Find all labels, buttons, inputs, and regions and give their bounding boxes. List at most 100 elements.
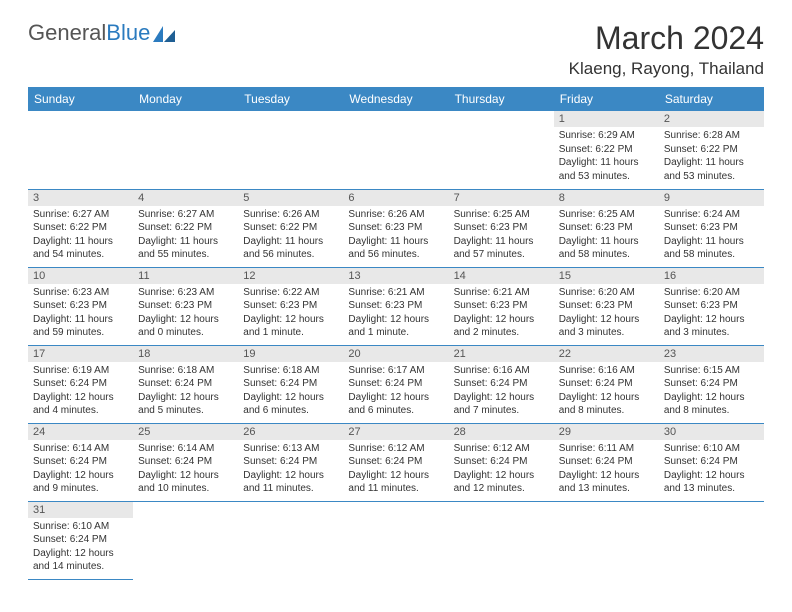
title-block: March 2024 Klaeng, Rayong, Thailand <box>569 20 764 79</box>
day-number: 3 <box>28 190 133 206</box>
day-number: 16 <box>659 268 764 284</box>
weekday-header: Monday <box>133 87 238 111</box>
calendar-cell: 19Sunrise: 6:18 AMSunset: 6:24 PMDayligh… <box>238 345 343 423</box>
weekday-header: Thursday <box>449 87 554 111</box>
calendar-cell-empty <box>449 111 554 189</box>
day-number: 12 <box>238 268 343 284</box>
day-info: Sunrise: 6:13 AMSunset: 6:24 PMDaylight:… <box>238 440 343 500</box>
day-number: 21 <box>449 346 554 362</box>
weekday-header: Wednesday <box>343 87 448 111</box>
calendar-cell: 29Sunrise: 6:11 AMSunset: 6:24 PMDayligh… <box>554 423 659 501</box>
calendar-cell: 17Sunrise: 6:19 AMSunset: 6:24 PMDayligh… <box>28 345 133 423</box>
day-number: 15 <box>554 268 659 284</box>
day-info: Sunrise: 6:15 AMSunset: 6:24 PMDaylight:… <box>659 362 764 422</box>
month-title: March 2024 <box>569 20 764 57</box>
calendar-cell: 31Sunrise: 6:10 AMSunset: 6:24 PMDayligh… <box>28 501 133 579</box>
day-info: Sunrise: 6:20 AMSunset: 6:23 PMDaylight:… <box>659 284 764 344</box>
calendar-cell-empty <box>449 501 554 579</box>
logo-text-1: General <box>28 20 106 46</box>
day-info: Sunrise: 6:25 AMSunset: 6:23 PMDaylight:… <box>449 206 554 266</box>
calendar-cell: 24Sunrise: 6:14 AMSunset: 6:24 PMDayligh… <box>28 423 133 501</box>
day-number: 18 <box>133 346 238 362</box>
day-number: 5 <box>238 190 343 206</box>
day-number: 6 <box>343 190 448 206</box>
day-number: 30 <box>659 424 764 440</box>
day-info: Sunrise: 6:14 AMSunset: 6:24 PMDaylight:… <box>28 440 133 500</box>
day-number: 27 <box>343 424 448 440</box>
calendar-cell: 30Sunrise: 6:10 AMSunset: 6:24 PMDayligh… <box>659 423 764 501</box>
day-info: Sunrise: 6:26 AMSunset: 6:23 PMDaylight:… <box>343 206 448 266</box>
day-info: Sunrise: 6:28 AMSunset: 6:22 PMDaylight:… <box>659 127 764 187</box>
day-info: Sunrise: 6:21 AMSunset: 6:23 PMDaylight:… <box>343 284 448 344</box>
calendar-cell-empty <box>554 501 659 579</box>
calendar-cell: 9Sunrise: 6:24 AMSunset: 6:23 PMDaylight… <box>659 189 764 267</box>
day-info: Sunrise: 6:16 AMSunset: 6:24 PMDaylight:… <box>554 362 659 422</box>
day-info: Sunrise: 6:16 AMSunset: 6:24 PMDaylight:… <box>449 362 554 422</box>
calendar-cell: 11Sunrise: 6:23 AMSunset: 6:23 PMDayligh… <box>133 267 238 345</box>
calendar-cell-empty <box>343 111 448 189</box>
calendar-cell: 8Sunrise: 6:25 AMSunset: 6:23 PMDaylight… <box>554 189 659 267</box>
calendar-cell: 15Sunrise: 6:20 AMSunset: 6:23 PMDayligh… <box>554 267 659 345</box>
logo-sail-icon <box>153 26 175 42</box>
day-info: Sunrise: 6:26 AMSunset: 6:22 PMDaylight:… <box>238 206 343 266</box>
calendar-cell: 2Sunrise: 6:28 AMSunset: 6:22 PMDaylight… <box>659 111 764 189</box>
calendar-table: SundayMondayTuesdayWednesdayThursdayFrid… <box>28 87 764 580</box>
day-number: 8 <box>554 190 659 206</box>
calendar-cell: 12Sunrise: 6:22 AMSunset: 6:23 PMDayligh… <box>238 267 343 345</box>
day-info: Sunrise: 6:10 AMSunset: 6:24 PMDaylight:… <box>659 440 764 500</box>
calendar-cell: 7Sunrise: 6:25 AMSunset: 6:23 PMDaylight… <box>449 189 554 267</box>
day-info: Sunrise: 6:19 AMSunset: 6:24 PMDaylight:… <box>28 362 133 422</box>
day-number: 31 <box>28 502 133 518</box>
day-info: Sunrise: 6:21 AMSunset: 6:23 PMDaylight:… <box>449 284 554 344</box>
calendar-cell: 20Sunrise: 6:17 AMSunset: 6:24 PMDayligh… <box>343 345 448 423</box>
day-info: Sunrise: 6:20 AMSunset: 6:23 PMDaylight:… <box>554 284 659 344</box>
day-number: 11 <box>133 268 238 284</box>
day-info: Sunrise: 6:27 AMSunset: 6:22 PMDaylight:… <box>133 206 238 266</box>
day-info: Sunrise: 6:23 AMSunset: 6:23 PMDaylight:… <box>133 284 238 344</box>
calendar-cell: 10Sunrise: 6:23 AMSunset: 6:23 PMDayligh… <box>28 267 133 345</box>
calendar-cell-empty <box>133 111 238 189</box>
calendar-cell-empty <box>659 501 764 579</box>
calendar-cell-empty <box>238 501 343 579</box>
day-info: Sunrise: 6:22 AMSunset: 6:23 PMDaylight:… <box>238 284 343 344</box>
day-info: Sunrise: 6:24 AMSunset: 6:23 PMDaylight:… <box>659 206 764 266</box>
logo-text-2: Blue <box>106 20 150 46</box>
day-info: Sunrise: 6:11 AMSunset: 6:24 PMDaylight:… <box>554 440 659 500</box>
calendar-cell: 25Sunrise: 6:14 AMSunset: 6:24 PMDayligh… <box>133 423 238 501</box>
calendar-cell: 3Sunrise: 6:27 AMSunset: 6:22 PMDaylight… <box>28 189 133 267</box>
calendar-cell-empty <box>28 111 133 189</box>
weekday-header: Saturday <box>659 87 764 111</box>
calendar-cell: 27Sunrise: 6:12 AMSunset: 6:24 PMDayligh… <box>343 423 448 501</box>
day-number: 28 <box>449 424 554 440</box>
calendar-cell-empty <box>133 501 238 579</box>
day-number: 13 <box>343 268 448 284</box>
day-number: 29 <box>554 424 659 440</box>
day-number: 4 <box>133 190 238 206</box>
calendar-cell: 16Sunrise: 6:20 AMSunset: 6:23 PMDayligh… <box>659 267 764 345</box>
calendar-head: SundayMondayTuesdayWednesdayThursdayFrid… <box>28 87 764 111</box>
day-number: 9 <box>659 190 764 206</box>
day-info: Sunrise: 6:29 AMSunset: 6:22 PMDaylight:… <box>554 127 659 187</box>
calendar-cell: 1Sunrise: 6:29 AMSunset: 6:22 PMDaylight… <box>554 111 659 189</box>
header: GeneralBlue March 2024 Klaeng, Rayong, T… <box>28 20 764 79</box>
day-number: 17 <box>28 346 133 362</box>
calendar-cell: 13Sunrise: 6:21 AMSunset: 6:23 PMDayligh… <box>343 267 448 345</box>
day-number: 22 <box>554 346 659 362</box>
weekday-header: Tuesday <box>238 87 343 111</box>
calendar-cell-empty <box>238 111 343 189</box>
day-info: Sunrise: 6:18 AMSunset: 6:24 PMDaylight:… <box>238 362 343 422</box>
day-number: 7 <box>449 190 554 206</box>
calendar-cell: 21Sunrise: 6:16 AMSunset: 6:24 PMDayligh… <box>449 345 554 423</box>
day-info: Sunrise: 6:18 AMSunset: 6:24 PMDaylight:… <box>133 362 238 422</box>
day-number: 24 <box>28 424 133 440</box>
calendar-cell: 26Sunrise: 6:13 AMSunset: 6:24 PMDayligh… <box>238 423 343 501</box>
calendar-cell: 14Sunrise: 6:21 AMSunset: 6:23 PMDayligh… <box>449 267 554 345</box>
day-number: 10 <box>28 268 133 284</box>
calendar-cell: 4Sunrise: 6:27 AMSunset: 6:22 PMDaylight… <box>133 189 238 267</box>
logo: GeneralBlue <box>28 20 175 46</box>
day-number: 23 <box>659 346 764 362</box>
weekday-header: Friday <box>554 87 659 111</box>
day-info: Sunrise: 6:14 AMSunset: 6:24 PMDaylight:… <box>133 440 238 500</box>
calendar-cell: 6Sunrise: 6:26 AMSunset: 6:23 PMDaylight… <box>343 189 448 267</box>
day-info: Sunrise: 6:10 AMSunset: 6:24 PMDaylight:… <box>28 518 133 578</box>
